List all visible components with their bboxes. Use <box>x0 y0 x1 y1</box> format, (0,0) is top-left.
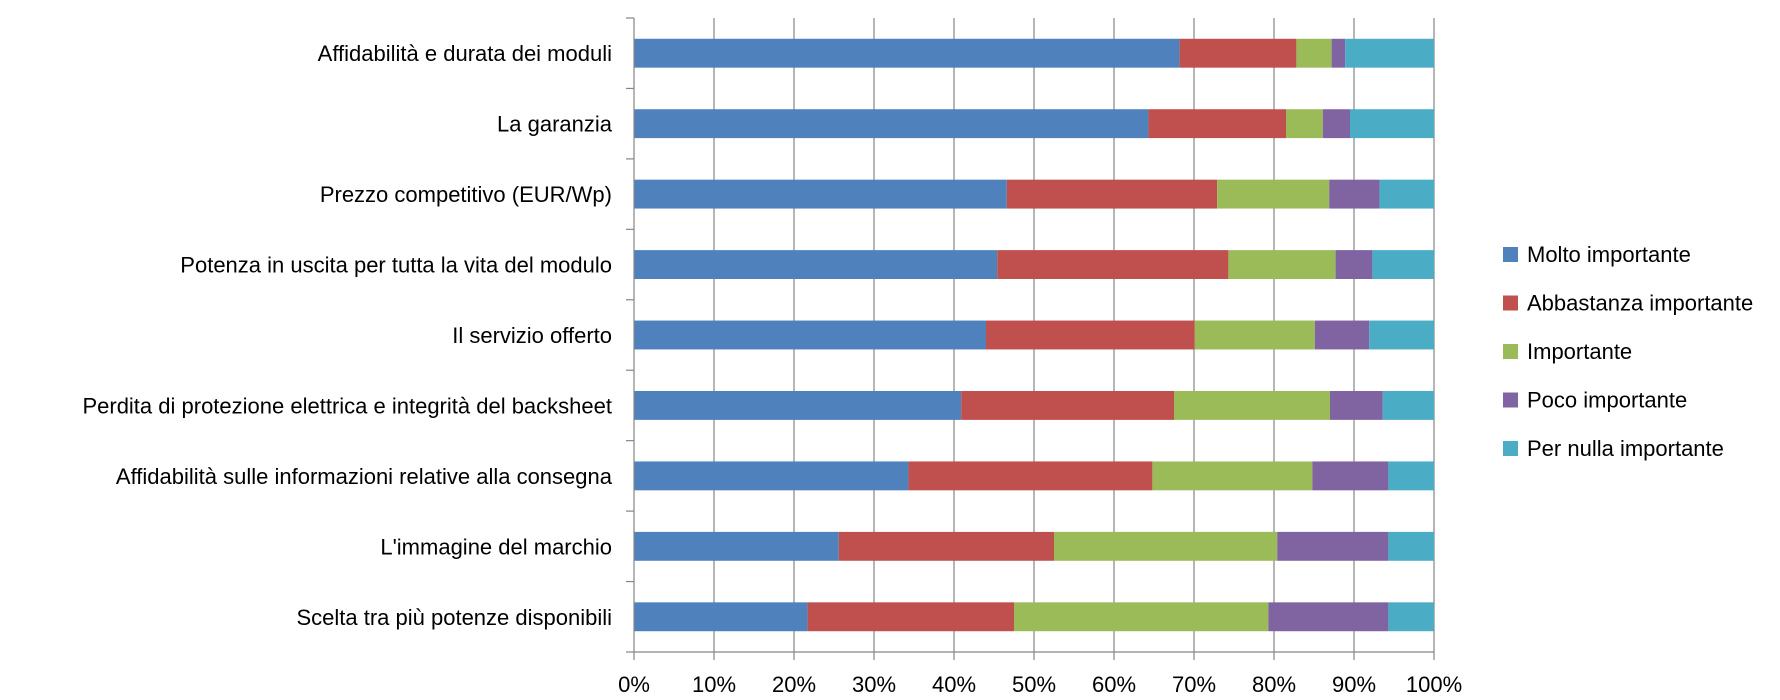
bar-segment <box>634 461 909 491</box>
bar-segment <box>634 179 1007 209</box>
legend-label: Importante <box>1527 339 1632 364</box>
legend: Molto importante Abbastanza importante Imp… <box>1503 242 1753 461</box>
legend-label: Molto importante <box>1527 242 1691 267</box>
bar-segment <box>1217 179 1330 209</box>
bar-segment <box>1228 250 1336 279</box>
bar-segment <box>1388 461 1434 491</box>
bar-segment <box>1314 320 1370 350</box>
category-label: Affidabilità e durata dei moduli <box>318 41 612 66</box>
x-tick-label: 30% <box>852 672 896 695</box>
bar-segment <box>1379 179 1434 209</box>
bar-segment <box>997 250 1229 279</box>
x-tick-label: 80% <box>1252 672 1296 695</box>
bar-segment <box>1286 109 1323 139</box>
bar-segment <box>1277 531 1389 561</box>
bar-segment <box>634 109 1149 139</box>
bar-segment <box>1382 391 1434 420</box>
axes <box>626 17 1435 660</box>
bar-segment <box>986 320 1195 350</box>
category-labels: Affidabilità e durata dei moduli La garan… <box>82 41 612 630</box>
bar-segment <box>1014 602 1269 632</box>
category-label: Affidabilità sulle informazioni relative… <box>116 464 613 489</box>
bar-segment <box>1388 602 1434 632</box>
bar-segment <box>1194 320 1315 350</box>
x-tick-label: 10% <box>692 672 736 695</box>
category-label: L'immagine del marchio <box>380 534 612 559</box>
bar-segment <box>634 391 962 420</box>
bar-segment <box>1006 179 1218 209</box>
bar-segment <box>1174 391 1330 420</box>
category-label: Scelta tra più potenze disponibili <box>296 605 612 630</box>
bar-segment <box>1335 250 1373 279</box>
legend-swatch <box>1503 247 1518 262</box>
bar-segment <box>634 531 839 561</box>
bar-segment <box>1329 179 1380 209</box>
bar-segment <box>1388 531 1434 561</box>
legend-swatch <box>1503 392 1518 408</box>
x-tick-label: 70% <box>1172 672 1216 695</box>
bar-segment <box>908 461 1153 491</box>
bar-segment <box>1372 250 1434 279</box>
legend-swatch <box>1503 295 1518 311</box>
category-label: Prezzo competitivo (EUR/Wp) <box>320 182 612 207</box>
bar-segment <box>1312 461 1389 491</box>
bar-segment <box>1148 109 1286 139</box>
x-tick-label: 40% <box>932 672 976 695</box>
bar-segment <box>807 602 1014 632</box>
x-tick-label: 0% <box>618 672 650 695</box>
category-label: Perdita di protezione elettrica e integr… <box>82 393 612 418</box>
bar-segment <box>961 391 1174 420</box>
legend-label: Poco importante <box>1527 388 1687 413</box>
bar-segment <box>1345 38 1434 68</box>
bar-segment <box>634 38 1180 68</box>
legend-label: Abbastanza importante <box>1527 291 1753 316</box>
bar-segment <box>1152 461 1313 491</box>
bar-segment <box>634 250 998 279</box>
x-tick-label: 50% <box>1012 672 1056 695</box>
bar-segment <box>1330 391 1383 420</box>
category-label: Il servizio offerto <box>452 323 612 348</box>
bar-segment <box>1268 602 1389 632</box>
bar-segment <box>1296 38 1332 68</box>
bar-segment <box>1350 109 1434 139</box>
bar-segment <box>1322 109 1350 139</box>
bar-segment <box>838 531 1054 561</box>
bar-segment <box>1054 531 1278 561</box>
legend-swatch <box>1503 344 1518 359</box>
bar-segment <box>1179 38 1297 68</box>
category-label: La garanzia <box>497 112 613 137</box>
bar-segment <box>1331 38 1346 68</box>
bars <box>634 38 1434 632</box>
x-tick-label: 20% <box>772 672 816 695</box>
bar-segment <box>634 602 808 632</box>
x-tick-label: 60% <box>1092 672 1136 695</box>
legend-swatch <box>1503 441 1518 456</box>
bar-segment <box>634 320 986 350</box>
category-label: Potenza in uscita per tutta la vita del … <box>180 253 612 278</box>
bar-segment <box>1369 320 1434 350</box>
x-tick-labels: 0% 10% 20% 30% 40% 50% 60% 70% 80% 90% 100% <box>618 672 1462 697</box>
legend-label: Per nulla importante <box>1527 436 1724 461</box>
x-tick-label: 90% <box>1332 672 1376 695</box>
x-tick-label: 100% <box>1406 672 1462 695</box>
